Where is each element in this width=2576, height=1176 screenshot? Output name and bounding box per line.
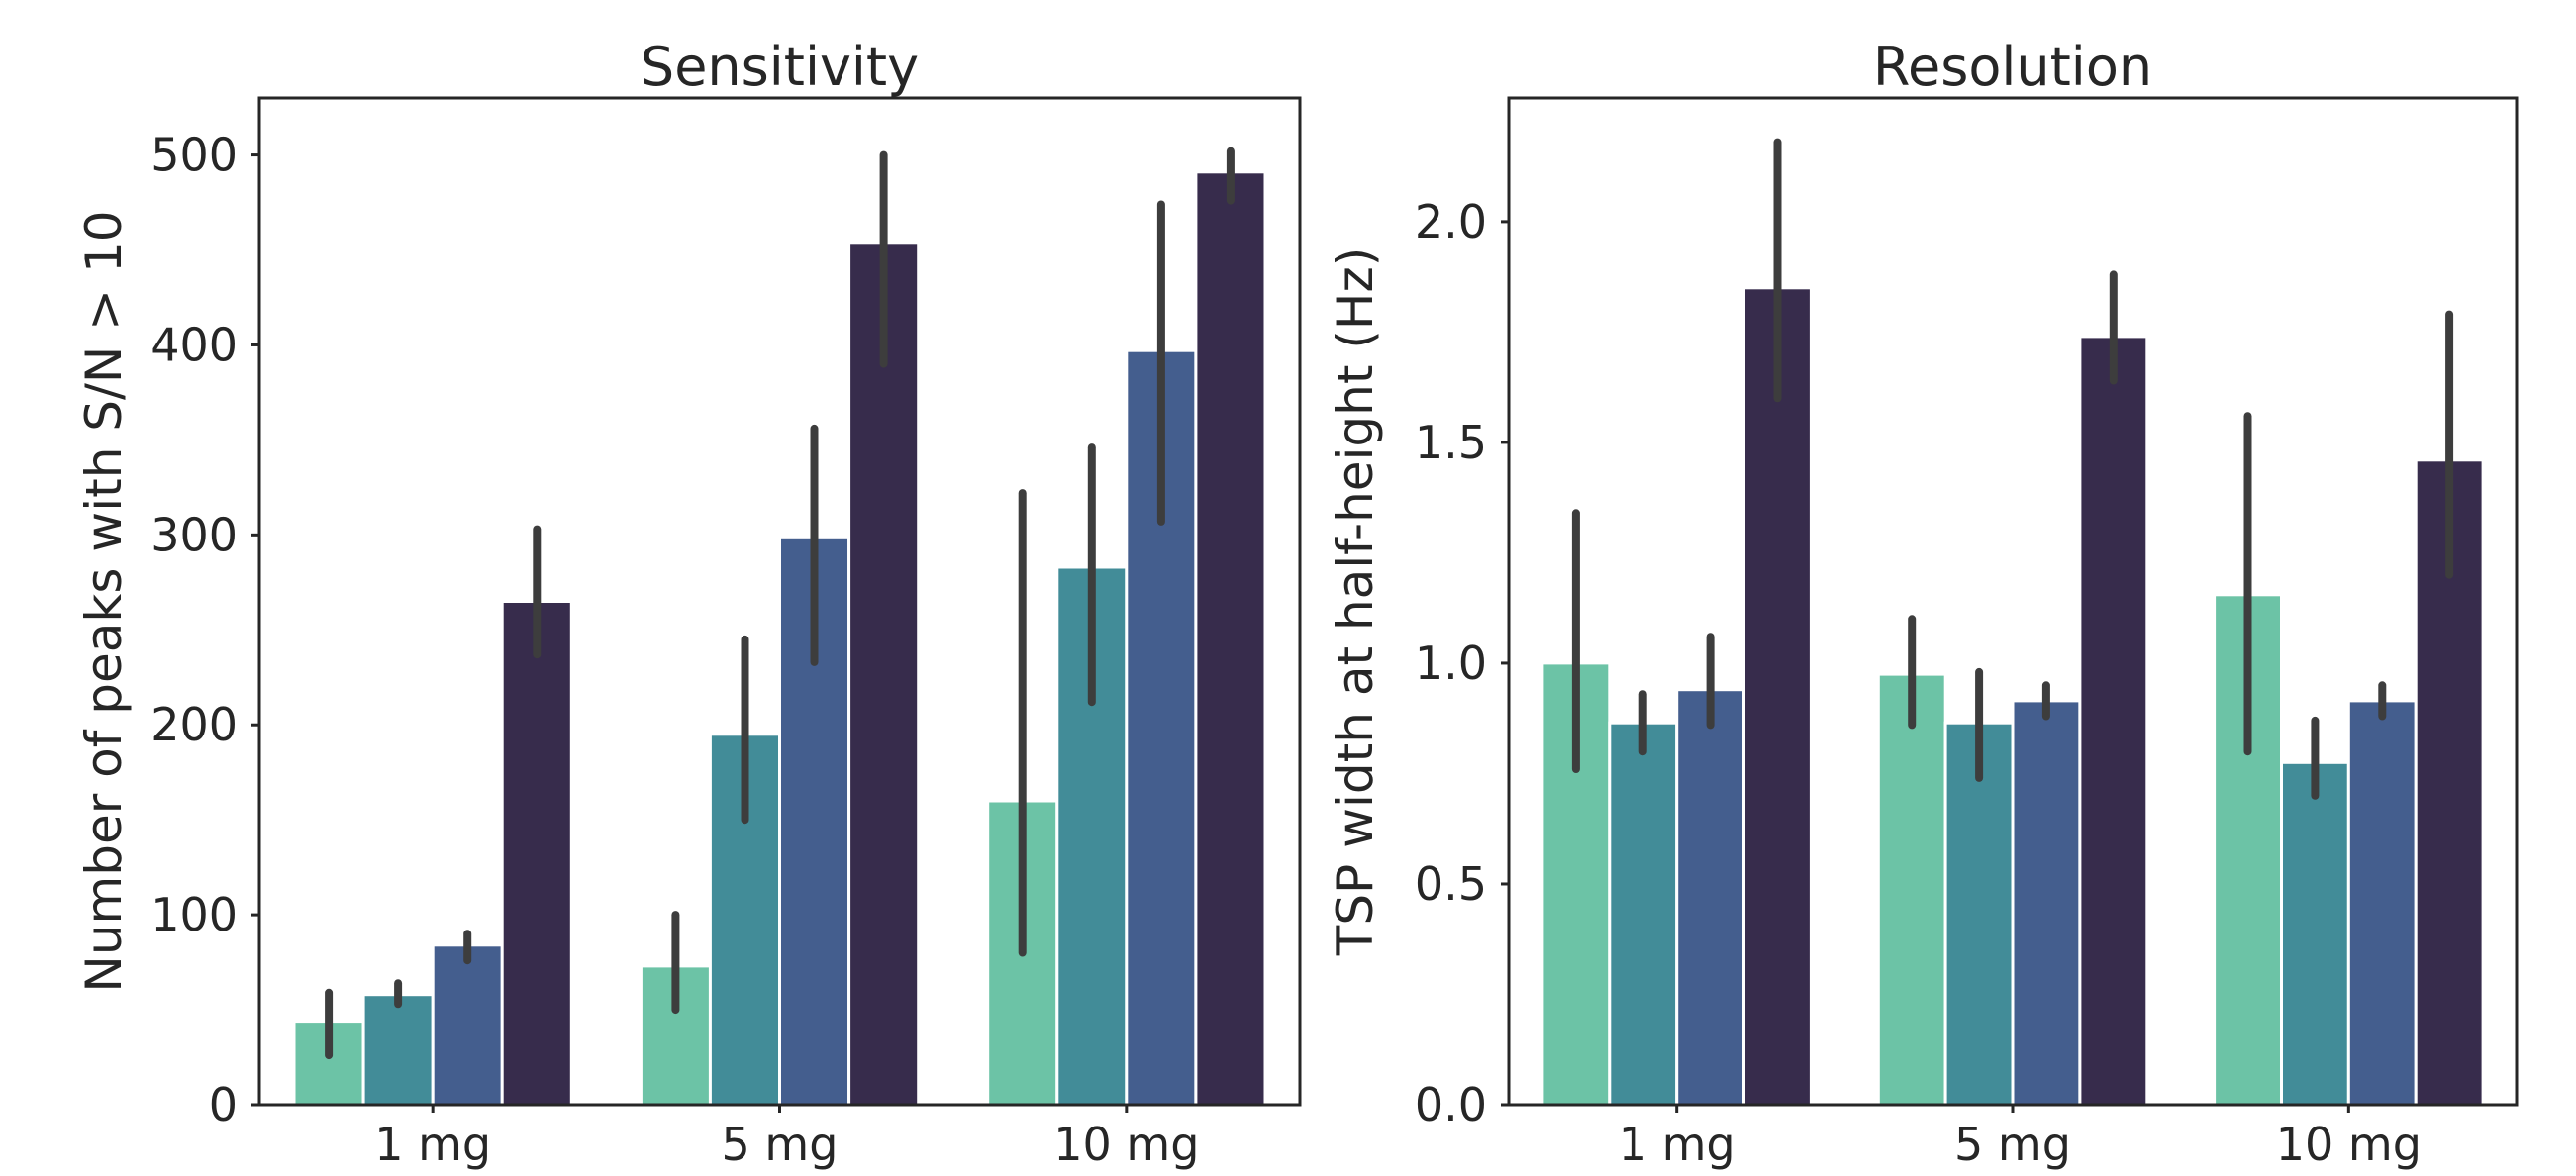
resolution-title: Resolution [1873, 36, 2152, 98]
resolution-chart: Resolution TSP width at half-height (Hz)… [1327, 36, 2519, 1171]
sensitivity-y-tick-label: 0 [209, 1078, 238, 1131]
resolution-y-axis-label: TSP width at half-height (Hz) [1327, 247, 1384, 956]
sensitivity-x-tick-label: 1 mg [374, 1118, 491, 1171]
sensitivity-y-tick-label: 500 [150, 129, 238, 182]
sensitivity-x-tick-label: 10 mg [1053, 1118, 1199, 1171]
sensitivity-bar [500, 600, 573, 1107]
resolution-bar [1675, 688, 1746, 1107]
resolution-bar [2011, 699, 2082, 1107]
resolution-x-tick-label: 10 mg [2276, 1118, 2422, 1171]
sensitivity-bar [361, 993, 435, 1107]
resolution-bar [1742, 286, 1813, 1107]
sensitivity-bar [431, 943, 504, 1107]
resolution-x-tick-label: 5 mg [1954, 1118, 2071, 1171]
resolution-bar [1608, 721, 1679, 1107]
sensitivity-bar [1194, 170, 1267, 1107]
resolution-y-tick-label: 2.0 [1415, 195, 1487, 248]
sensitivity-title: Sensitivity [641, 36, 919, 98]
resolution-bar [2346, 699, 2418, 1107]
sensitivity-y-tick-label: 200 [150, 698, 238, 751]
resolution-y-tick-label: 0.5 [1415, 857, 1487, 911]
sensitivity-chart: Sensitivity Number of peaks with S/N > 1… [75, 36, 1302, 1171]
resolution-bar [2280, 760, 2350, 1107]
sensitivity-bar [847, 241, 921, 1107]
sensitivity-y-tick-label: 400 [150, 318, 238, 371]
resolution-bar [2078, 335, 2149, 1107]
resolution-y-tick-label: 1.5 [1415, 416, 1487, 469]
sensitivity-y-tick-label: 100 [150, 888, 238, 941]
resolution-y-tick-label: 0.0 [1415, 1078, 1487, 1131]
resolution-y-tick-label: 1.0 [1415, 637, 1487, 690]
resolution-x-tick-label: 1 mg [1619, 1118, 1735, 1171]
resolution-bar [1876, 672, 1947, 1107]
sensitivity-x-tick-label: 5 mg [722, 1118, 839, 1171]
sensitivity-y-tick-label: 300 [150, 508, 238, 561]
sensitivity-y-axis-label: Number of peaks with S/N > 10 [75, 210, 133, 992]
